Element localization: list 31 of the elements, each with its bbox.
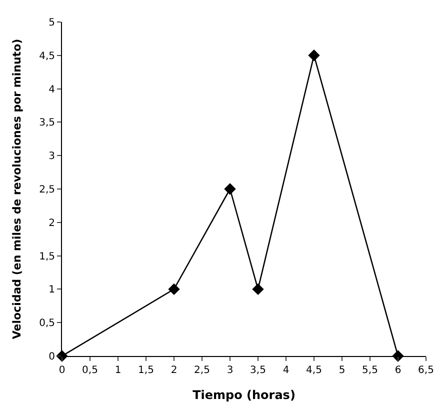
x-tick-label: 2,5 xyxy=(194,365,210,376)
y-tick-label: 0,5 xyxy=(39,318,55,330)
point xyxy=(168,283,180,296)
y-axis-title: Velocidad (en miles de revoluciones por minuto) xyxy=(10,38,24,340)
x-tick-label: 1,5 xyxy=(138,365,154,376)
x-axis-title: Tiempo (horas) xyxy=(192,388,296,402)
x-tick-label: 0,5 xyxy=(82,365,98,376)
point xyxy=(224,183,236,195)
y-tick-label: 1,5 xyxy=(39,251,55,262)
x-tick-label: 3 xyxy=(226,365,234,376)
y-tick-label: 4 xyxy=(48,84,55,96)
y-tick-label: 0 xyxy=(48,352,55,362)
x-tick-label: 6 xyxy=(394,365,402,376)
y-tick-label: 2,5 xyxy=(39,184,55,196)
x-tick-label: 0 xyxy=(58,365,66,376)
x-tick-label: 5,5 xyxy=(362,365,378,376)
x-tick-label: 4,5 xyxy=(306,365,322,376)
x-tick-label: 2 xyxy=(170,365,178,376)
x-tick-label: 3,5 xyxy=(250,365,266,376)
x-tick-label: 4 xyxy=(282,365,290,376)
x-tick-label: 6,5 xyxy=(418,365,434,376)
y-tick-label: 3 xyxy=(48,151,55,162)
x-tick-label: 1 xyxy=(114,365,122,376)
point xyxy=(308,50,320,62)
x-tick-label: 5 xyxy=(338,365,346,376)
y-tick-label: 1 xyxy=(48,284,55,296)
y-tick-label: 5 xyxy=(48,18,55,28)
point xyxy=(252,283,264,296)
y-tick-label: 2 xyxy=(48,218,55,229)
y-tick-label: 4,5 xyxy=(39,50,55,62)
y-tick-label: 3,5 xyxy=(39,118,55,129)
